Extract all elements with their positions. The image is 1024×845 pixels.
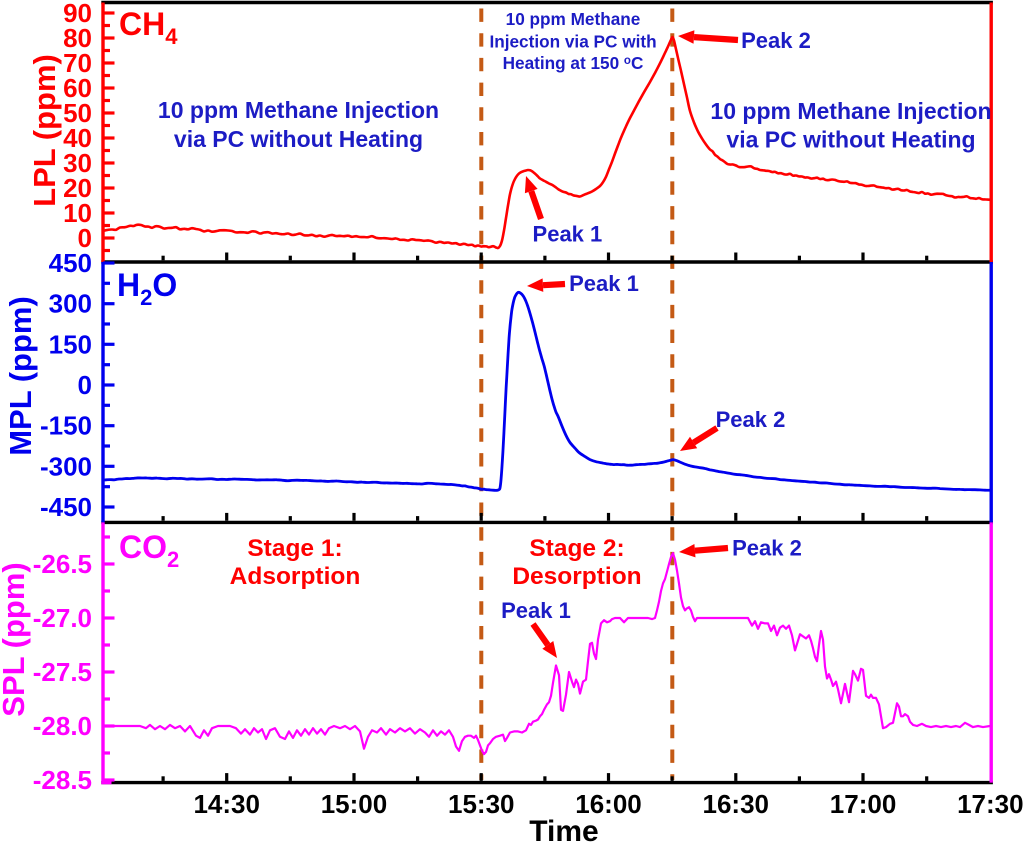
svg-text:-450: -450 (40, 492, 92, 522)
svg-text:15:00: 15:00 (321, 789, 388, 819)
svg-text:10 ppm Methane: 10 ppm Methane (506, 9, 641, 29)
svg-text:16:00: 16:00 (575, 789, 642, 819)
svg-text:14:30: 14:30 (193, 789, 260, 819)
svg-text:Heating at 150 oC: Heating at 150 oC (503, 53, 644, 73)
svg-text:80: 80 (63, 23, 92, 53)
svg-text:-28.0: -28.0 (33, 711, 92, 741)
svg-text:90: 90 (63, 0, 92, 28)
svg-text:via PC without Heating: via PC without Heating (174, 126, 423, 152)
svg-text:Peak 1: Peak 1 (533, 222, 603, 247)
svg-text:10 ppm Methane Injection: 10 ppm Methane Injection (710, 98, 991, 124)
svg-text:Stage 1:: Stage 1: (247, 535, 342, 562)
svg-text:60: 60 (63, 73, 92, 103)
svg-text:0: 0 (78, 370, 92, 400)
svg-text:450: 450 (49, 248, 92, 278)
svg-text:0: 0 (78, 223, 92, 253)
svg-text:10 ppm Methane Injection: 10 ppm Methane Injection (158, 97, 439, 123)
svg-text:Peak 2: Peak 2 (741, 28, 811, 53)
svg-text:70: 70 (63, 48, 92, 78)
svg-text:15:30: 15:30 (448, 789, 515, 819)
svg-text:via PC without Heating: via PC without Heating (726, 127, 975, 153)
svg-text:Time: Time (529, 815, 598, 845)
svg-text:Stage 2:: Stage 2: (529, 535, 624, 562)
svg-text:Peak 1: Peak 1 (569, 271, 639, 296)
svg-text:-26.5: -26.5 (33, 549, 92, 579)
svg-text:10: 10 (63, 198, 92, 228)
svg-text:-27.5: -27.5 (33, 657, 92, 687)
svg-text:Desorption: Desorption (512, 563, 641, 590)
svg-text:Peak 1: Peak 1 (501, 598, 571, 623)
svg-text:-28.5: -28.5 (33, 765, 92, 795)
svg-text:SPL (ppm): SPL (ppm) (0, 562, 31, 716)
svg-text:Injection via PC with: Injection via PC with (489, 32, 656, 52)
svg-text:20: 20 (63, 173, 92, 203)
svg-text:30: 30 (63, 148, 92, 178)
svg-text:16:30: 16:30 (703, 789, 770, 819)
svg-text:300: 300 (49, 289, 92, 319)
svg-text:40: 40 (63, 123, 92, 153)
svg-text:CH4: CH4 (119, 6, 178, 49)
svg-text:Peak 2: Peak 2 (716, 407, 786, 432)
svg-text:-150: -150 (40, 411, 92, 441)
svg-text:MPL (ppm): MPL (ppm) (3, 296, 38, 456)
svg-text:Peak 2: Peak 2 (732, 536, 802, 561)
svg-text:150: 150 (49, 329, 92, 359)
svg-text:50: 50 (63, 98, 92, 128)
svg-text:17:00: 17:00 (830, 789, 897, 819)
svg-text:Adsorption: Adsorption (230, 563, 361, 590)
svg-text:17:30: 17:30 (957, 789, 1024, 819)
svg-text:-300: -300 (40, 451, 92, 481)
svg-text:LPL (ppm): LPL (ppm) (27, 54, 62, 207)
svg-text:-27.0: -27.0 (33, 603, 92, 633)
